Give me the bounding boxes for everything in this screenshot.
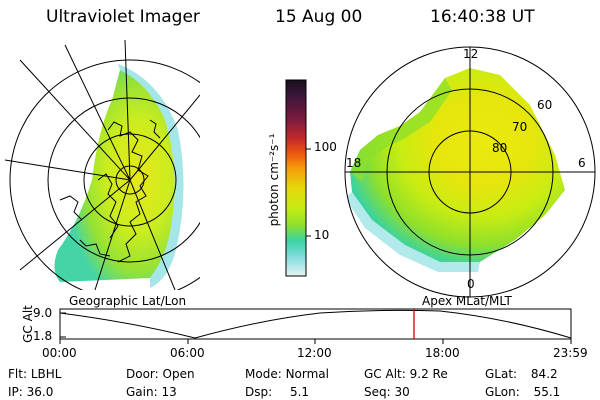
info-mode-label: Mode: [245,367,282,381]
gc-alt-y-tick-min: 1.8 [33,329,53,343]
info-door: Door: Open [126,367,195,381]
info-dsp-value: 5.1 [289,385,310,399]
info-ip-value: 36.0 [26,385,54,399]
info-ip: IP: 36.0 [8,385,53,399]
aurora-outer-glow [118,64,184,288]
info-gain-label: Gain: [126,385,158,399]
colorbar-tick-10: 10 [314,228,330,242]
colorbar-tick-100: 100 [314,140,337,154]
aurora-emission-left [54,70,175,282]
info-glat-label: GLat: [485,367,518,381]
info-dsp-label: Dsp: [245,385,273,399]
mlt-label-12: 12 [463,47,479,61]
info-seq-value: 30 [394,385,410,399]
mlt-label-6: 6 [578,156,586,170]
info-glon: GLon: 55.1 [485,385,560,399]
time-label: 16:40:38 UT [430,7,535,27]
aurora-edge-cyan [350,78,452,182]
info-dsp: Dsp: 5.1 [245,385,309,399]
gc-alt-x-tick: 06:00 [170,346,205,360]
mlat-ring-80: 80 [492,141,508,155]
info-gain: Gain: 13 [126,385,177,399]
gc-alt-x-tick: 23:59 [553,346,588,360]
info-flt-label: Flt: [8,367,27,381]
info-door-value: Open [162,367,195,381]
gc-alt-orbit-curve [59,309,572,339]
info-gcalt: GC Alt: 9.2 Re [364,367,448,381]
info-glon-label: GLon: [485,385,520,399]
mlt-label-0: 0 [467,277,475,291]
info-gcalt-value: 9.2 Re [409,367,448,381]
info-flt: Flt: LBHL [8,367,61,381]
info-gain-value: 13 [161,385,177,399]
gc-alt-x-tick: 12:00 [297,346,332,360]
date-label: 15 Aug 00 [275,7,363,27]
geographic-caption: Geographic Lat/Lon [69,294,187,308]
mlat-ring-60: 60 [537,98,553,112]
info-flt-value: LBHL [30,367,62,381]
app-title: Ultraviolet Imager [46,7,200,27]
info-gcalt-label: GC Alt: [364,367,406,381]
aurora-emission-right [350,68,565,262]
info-mode: Mode: Normal [245,367,329,381]
colorbar-gradient [285,79,307,277]
mlt-label-18: 18 [346,156,362,170]
info-seq-label: Seq: [364,385,391,399]
gc-alt-x-tick: 00:00 [42,346,77,360]
info-door-label: Door: [126,367,159,381]
info-seq: Seq: 30 [364,385,410,399]
apex-caption: Apex MLat/MLT [422,294,512,308]
info-ip-label: IP: [8,385,23,399]
info-mode-value: Normal [285,367,329,381]
info-glon-value: 55.1 [533,385,561,399]
mlat-ring-70: 70 [512,120,528,134]
info-glat-value: 84.2 [530,367,558,381]
gc-alt-x-tick: 18:00 [425,346,460,360]
info-glat: GLat: 84.2 [485,367,558,381]
gc-alt-y-tick-max: 9.0 [33,306,53,320]
